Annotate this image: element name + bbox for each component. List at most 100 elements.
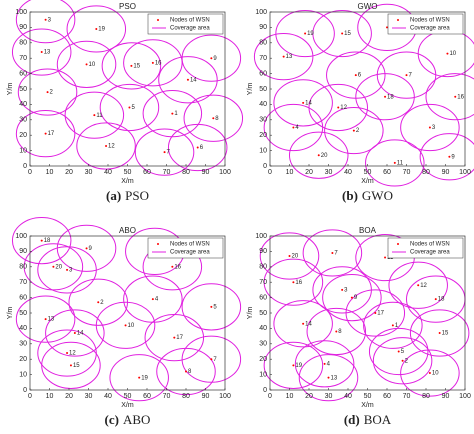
x-tick-label: 0 bbox=[28, 393, 32, 400]
caption-text: GWO bbox=[362, 188, 393, 203]
node-label: 20 bbox=[292, 254, 299, 260]
node-label: 10 bbox=[449, 51, 456, 57]
coverage-circle bbox=[273, 300, 333, 348]
chart-title: ABO bbox=[119, 226, 136, 235]
coverage-circle bbox=[302, 229, 363, 277]
node bbox=[85, 247, 88, 250]
legend-label: Coverage area bbox=[410, 26, 450, 32]
node bbox=[428, 372, 431, 375]
node-label: 9 bbox=[354, 295, 358, 301]
node-label: 20 bbox=[55, 264, 62, 270]
node-label: 19 bbox=[307, 31, 314, 37]
legend-label: Coverage area bbox=[170, 250, 210, 256]
node-label: 14 bbox=[305, 100, 312, 106]
coverage-circle bbox=[312, 9, 372, 58]
node-label: 10 bbox=[89, 62, 96, 68]
x-tick-label: 100 bbox=[219, 169, 231, 176]
caption-label: (d) bbox=[344, 412, 360, 427]
x-tick-label: 30 bbox=[85, 393, 93, 400]
node-label: 16 bbox=[295, 280, 302, 286]
legend-node-marker bbox=[397, 243, 399, 245]
x-tick-label: 100 bbox=[219, 393, 231, 400]
node-label: 13 bbox=[286, 54, 293, 60]
node bbox=[196, 146, 199, 149]
node bbox=[95, 27, 98, 30]
node-label: 10 bbox=[128, 323, 135, 329]
coverage-circle bbox=[15, 0, 76, 44]
coverage-circle bbox=[11, 28, 72, 76]
coverage-circle bbox=[17, 68, 78, 116]
node bbox=[327, 376, 330, 379]
y-tick-label: 70 bbox=[19, 55, 27, 62]
node-label: 16 bbox=[457, 94, 464, 100]
coverage-circle bbox=[66, 5, 127, 53]
y-tick-label: 60 bbox=[19, 70, 27, 77]
node-label: 13 bbox=[44, 50, 51, 56]
node bbox=[438, 332, 441, 335]
node bbox=[210, 358, 213, 361]
coverage-circle bbox=[109, 354, 169, 402]
node bbox=[292, 126, 295, 129]
node bbox=[393, 161, 396, 164]
legend-label: Coverage area bbox=[170, 26, 210, 32]
x-tick-label: 50 bbox=[124, 169, 132, 176]
node bbox=[401, 359, 404, 362]
x-tick-label: 100 bbox=[459, 393, 471, 400]
coverage-circle bbox=[263, 258, 324, 306]
y-tick-label: 50 bbox=[259, 310, 267, 317]
y-tick-label: 40 bbox=[19, 325, 27, 332]
x-tick-label: 10 bbox=[46, 169, 54, 176]
node-label: 13 bbox=[48, 317, 55, 323]
y-tick-label: 70 bbox=[259, 55, 267, 62]
y-tick-label: 0 bbox=[23, 387, 27, 394]
node-label: 15 bbox=[344, 31, 351, 37]
x-tick-label: 70 bbox=[163, 393, 171, 400]
coverage-circle bbox=[355, 73, 415, 121]
node-label: 3 bbox=[432, 125, 436, 131]
node-label: 5 bbox=[401, 349, 405, 355]
coverage-circle bbox=[183, 94, 244, 142]
x-tick-label: 80 bbox=[422, 393, 430, 400]
y-tick-label: 10 bbox=[259, 147, 267, 154]
node bbox=[341, 288, 344, 291]
x-axis-label: X/m bbox=[121, 402, 134, 409]
plot-area bbox=[270, 12, 465, 166]
node-label: 17 bbox=[48, 131, 55, 137]
node-label: 7 bbox=[167, 150, 171, 156]
y-axis-label: Y/m bbox=[247, 307, 254, 320]
node bbox=[128, 106, 131, 109]
y-tick-label: 80 bbox=[19, 264, 27, 271]
node bbox=[210, 305, 213, 308]
node bbox=[384, 95, 387, 98]
node-label: 6 bbox=[200, 145, 204, 151]
node bbox=[288, 255, 291, 258]
node bbox=[405, 74, 408, 77]
node-label: 12 bbox=[340, 105, 347, 111]
node bbox=[46, 91, 49, 94]
legend-label: Nodes of WSN bbox=[170, 18, 210, 24]
y-tick-label: 20 bbox=[19, 132, 27, 139]
coverage-circle bbox=[322, 274, 382, 322]
coverage-circle bbox=[181, 283, 242, 331]
y-tick-label: 30 bbox=[19, 341, 27, 348]
node-label: 15 bbox=[442, 331, 449, 337]
node-label: 3 bbox=[69, 267, 73, 273]
y-tick-label: 30 bbox=[259, 341, 267, 348]
node bbox=[171, 112, 174, 115]
coverage-circle bbox=[101, 42, 162, 90]
coverage-circle bbox=[400, 103, 460, 152]
x-tick-label: 0 bbox=[268, 169, 272, 176]
x-tick-label: 60 bbox=[383, 393, 391, 400]
chart-title: BOA bbox=[359, 226, 377, 235]
y-axis-label: Y/m bbox=[7, 83, 14, 96]
coverage-circle bbox=[144, 314, 205, 362]
node-label: 9 bbox=[213, 56, 217, 62]
y-tick-label: 50 bbox=[19, 310, 27, 317]
node bbox=[341, 32, 344, 35]
node bbox=[186, 78, 189, 81]
coverage-circle bbox=[365, 139, 425, 187]
node bbox=[350, 296, 353, 299]
x-axis-label: X/m bbox=[361, 402, 374, 409]
x-tick-label: 20 bbox=[305, 393, 313, 400]
node-label: 17 bbox=[377, 311, 384, 317]
